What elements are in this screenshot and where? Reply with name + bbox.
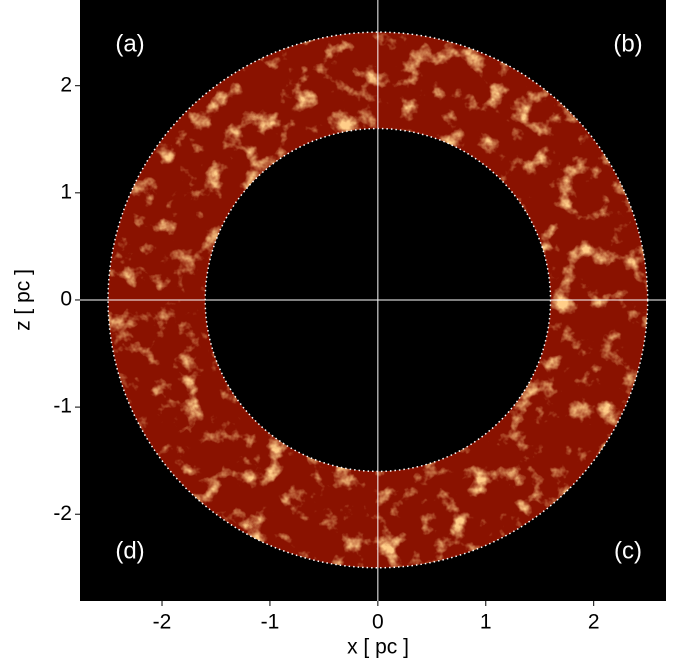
y-tick-label: 0 xyxy=(60,288,72,311)
dotted-circle xyxy=(107,31,649,569)
x-tick-label: 1 xyxy=(480,611,492,634)
panel-label: (d) xyxy=(115,537,144,564)
y-tick-label: -2 xyxy=(53,502,72,525)
panel-label: (a) xyxy=(115,30,144,57)
y-tick-label: 1 xyxy=(60,180,72,203)
x-tick-label: -1 xyxy=(261,611,280,634)
y-tick-label: -1 xyxy=(53,395,72,418)
x-axis-label: x [ pc ] xyxy=(347,636,409,659)
y-axis-label: z [ pc ] xyxy=(12,269,35,331)
panel-label: (c) xyxy=(614,537,642,564)
ring-texture xyxy=(108,32,648,568)
y-tick-label: 2 xyxy=(60,73,72,96)
x-tick-label: -2 xyxy=(153,611,172,634)
x-tick-label: 2 xyxy=(588,611,600,634)
dotted-circle xyxy=(204,127,552,473)
x-tick-label: 0 xyxy=(372,611,384,634)
panel-label: (b) xyxy=(613,30,642,57)
